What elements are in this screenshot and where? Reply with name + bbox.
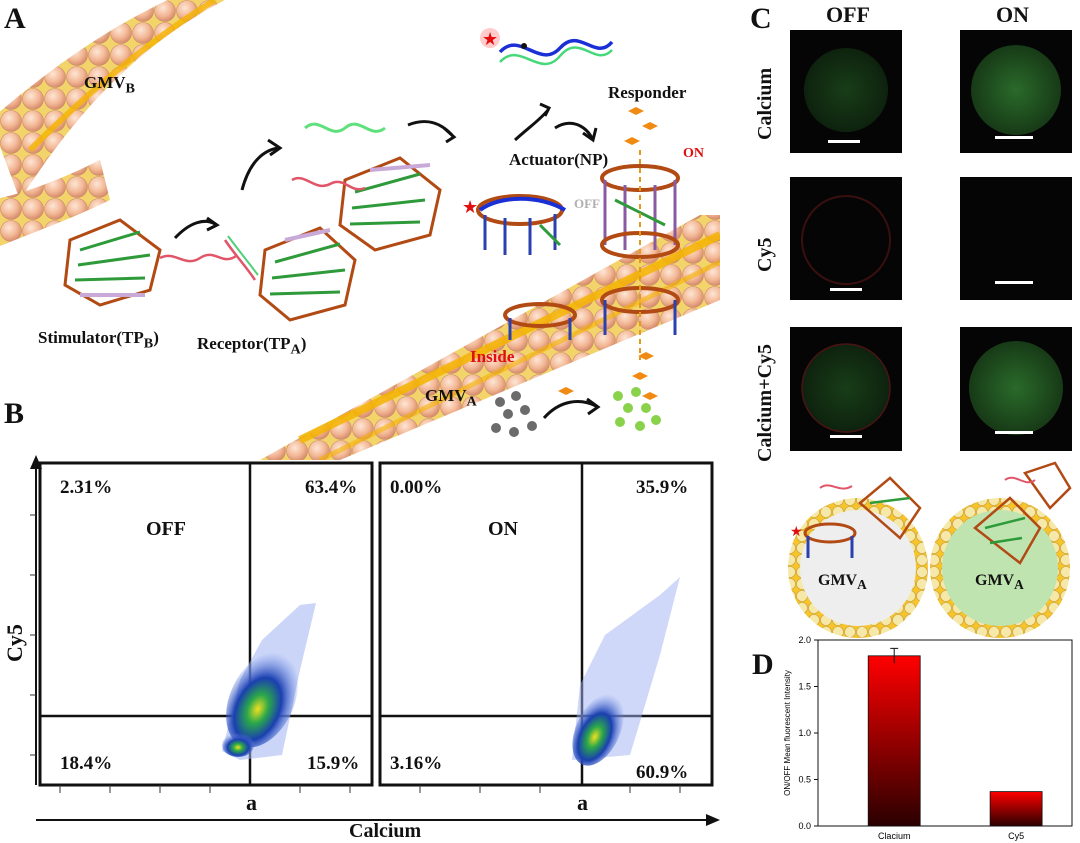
panel-a-letter: A [4,2,26,35]
stimulator-prism [63,218,237,307]
flow-arrows [173,102,601,420]
flow-cytometry-plots [30,455,720,826]
gmv-b-membrane [0,0,226,200]
vesicle-off: ★ [788,476,928,638]
img-cy5-off [790,177,902,300]
gmv-b-label: GMVB [84,73,135,97]
inside-label: Inside [470,347,515,366]
img-cy5-on [960,177,1072,300]
bar-chart: 0.0 0.5 1.0 1.5 2.0 Clacium Cy5 ON/OFF Mean flu… [783,635,1073,841]
vesicle-off-label: GMVA [818,572,867,593]
responder-nanopore [600,150,680,360]
plot-on [378,461,714,787]
on-upper-left-pct: 0.00% [390,477,443,498]
vesicle-on-label: GMVA [975,572,1024,593]
receptor-prism-2 [291,156,442,252]
y-tick-label: 1.5 [798,682,811,692]
off-lower-right-pct: 15.9% [307,753,360,774]
col-header-off: OFF [826,2,870,27]
x-tick-label: Cy5 [1008,831,1024,841]
responder-label: Responder [608,83,687,102]
y-axis-label: ON/OFF Mean fluorescent Intensity [783,670,792,796]
row-label-calcium-cy5: Calcium+Cy5 [754,343,776,462]
stimulator-label: Stimulator(TPB) [38,328,159,352]
actuator-label: Actuator(NP) [509,150,609,169]
y-tick-label: 0.5 [798,775,811,785]
gray-particles [491,391,537,437]
col-header-on: ON [996,2,1029,27]
y-tick-label: 2.0 [798,635,811,645]
green-particles [613,387,661,431]
row-label-calcium: Calcium [754,67,776,140]
off-lower-left-pct: 18.4% [60,753,113,774]
receptor-label: Receptor(TPA) [197,334,307,358]
on-upper-right-pct: 35.9% [636,477,689,498]
cy5-axis-label: Cy5 [2,624,27,662]
lower-pore [503,302,577,340]
green-strand [304,122,386,133]
off-label: OFF [574,196,600,211]
svg-text:★: ★ [462,197,478,217]
panel-b-letter: B [4,397,25,430]
off-gate-label: a [246,790,257,815]
y-tick-label: 0.0 [798,821,811,831]
vesicle-schematics: ★ [788,461,1072,638]
off-upper-left-pct: 2.31% [60,477,113,498]
axis-ticks [30,514,681,793]
plot-off [38,461,374,787]
x-tick-label: Clacium [878,831,911,841]
actuator-nanopore: ★ [462,194,567,255]
membrane-diagram: ★ ★ [0,0,720,460]
receptor-prism [223,226,357,322]
vesicle-on [930,461,1072,638]
bar-cy5 [989,791,1043,827]
off-upper-right-pct: 63.4% [305,477,358,498]
calcium-axis-label: Calcium [349,820,422,842]
on-lower-left-pct: 3.16% [390,753,443,774]
on-gate-label: a [577,790,588,815]
on-lower-right-pct: 60.9% [636,762,689,783]
svg-text:★: ★ [482,29,498,49]
y-tick-label: 1.0 [798,728,811,738]
responder-ions [558,107,658,400]
gmv-a-membrane [260,215,720,460]
on-label: ON [683,146,704,161]
panel-c-letter: C [750,2,772,35]
microscopy-grid [790,30,1072,451]
row-label-cy5: Cy5 [754,237,776,272]
released-strand: ★ [480,28,614,66]
gmv-a-label: GMVA [425,386,477,410]
on-plot-title: ON [488,518,518,540]
svg-text:★: ★ [790,525,803,540]
panel-d-letter: D [752,648,774,681]
off-plot-title: OFF [146,518,186,540]
bar-clacium [867,655,921,827]
